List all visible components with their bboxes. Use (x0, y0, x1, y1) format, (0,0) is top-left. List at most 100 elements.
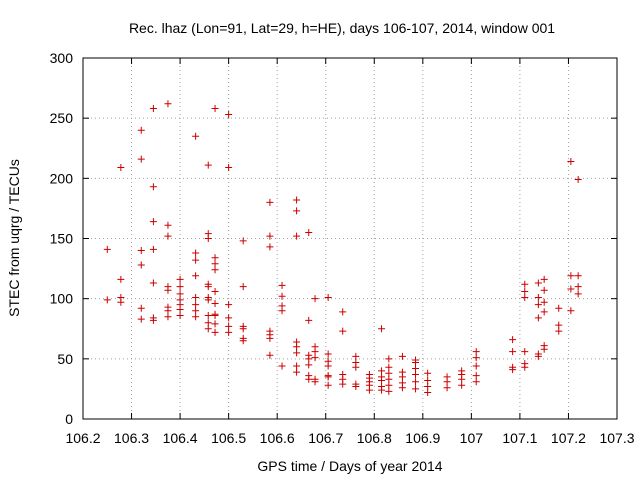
data-point (266, 198, 274, 206)
data-point (164, 221, 172, 229)
data-point (225, 111, 233, 119)
data-point (311, 343, 319, 351)
data-point (239, 334, 247, 342)
data-point (424, 383, 432, 391)
data-point (540, 286, 548, 294)
data-point (378, 367, 386, 375)
y-tick-label: 100 (50, 291, 74, 307)
data-point (412, 385, 420, 393)
x-tick-label: 106.5 (211, 430, 246, 446)
data-point (211, 320, 219, 328)
data-point (164, 313, 172, 321)
data-point (521, 360, 529, 368)
x-axis-label: GPS time / Days of year 2014 (257, 458, 442, 474)
data-point (398, 352, 406, 360)
data-point (534, 301, 542, 309)
data-point (385, 381, 393, 389)
data-point (339, 370, 347, 378)
data-point (137, 304, 145, 312)
data-point (521, 348, 529, 356)
data-point (192, 249, 200, 257)
data-point (211, 254, 219, 262)
data-point (211, 287, 219, 295)
data-point (378, 373, 386, 381)
data-point (225, 322, 233, 330)
data-point (574, 283, 582, 291)
data-point (225, 328, 233, 336)
grid-lines (83, 58, 617, 419)
data-point (293, 207, 301, 215)
data-point (211, 328, 219, 336)
data-point (509, 336, 517, 344)
data-point (555, 327, 563, 335)
data-point (192, 293, 200, 301)
data-point (211, 105, 219, 113)
data-point (540, 308, 548, 316)
data-point (305, 361, 313, 369)
data-point (192, 132, 200, 140)
y-tick-label: 50 (57, 351, 73, 367)
y-tick-label: 250 (50, 110, 74, 126)
data-point (204, 293, 212, 301)
data-point (311, 295, 319, 303)
data-point (225, 164, 233, 172)
data-point (103, 296, 111, 304)
data-point (534, 350, 542, 358)
data-point (278, 281, 286, 289)
data-point (412, 364, 420, 372)
x-tick-label: 107.3 (599, 430, 634, 446)
data-point (385, 387, 393, 395)
data-point (176, 312, 184, 320)
data-point (293, 362, 301, 370)
data-point (385, 369, 393, 377)
data-point (412, 356, 420, 364)
data-point (365, 370, 373, 378)
data-point (164, 232, 172, 240)
data-point (567, 157, 575, 165)
data-point (458, 367, 466, 375)
data-point (176, 290, 184, 298)
data-point (412, 378, 420, 386)
data-point (225, 314, 233, 322)
data-point (352, 358, 360, 366)
data-point (378, 325, 386, 333)
data-point (293, 338, 301, 346)
data-point (385, 375, 393, 383)
data-point (293, 196, 301, 204)
data-point (204, 319, 212, 327)
data-point (149, 183, 157, 191)
data-point (555, 321, 563, 329)
data-point (239, 283, 247, 291)
data-point (398, 379, 406, 387)
data-point (293, 368, 301, 376)
data-point (385, 363, 393, 371)
data-point (149, 314, 157, 322)
data-point (574, 272, 582, 280)
data-point (521, 293, 529, 301)
data-point (117, 164, 125, 172)
axis-ticks: 106.2 106.3 106.4 106.5 106.6 106.7 106.8 106.9… (50, 50, 635, 446)
data-point (176, 296, 184, 304)
data-point (192, 307, 200, 315)
y-tick-label: 200 (50, 170, 74, 186)
data-point (266, 232, 274, 240)
data-point (137, 247, 145, 255)
data-point (324, 293, 332, 301)
data-point (164, 283, 172, 291)
y-tick-label: 0 (65, 411, 73, 427)
data-point (164, 100, 172, 108)
data-point (117, 275, 125, 283)
data-point (117, 293, 125, 301)
data-point (192, 301, 200, 309)
data-point (149, 218, 157, 226)
data-point (458, 381, 466, 389)
data-point (540, 298, 548, 306)
data-point (567, 285, 575, 293)
data-point (352, 380, 360, 388)
chart-title: Rec. lhaz (Lon=91, Lat=29, h=HE), days 1… (129, 20, 555, 36)
data-point (137, 126, 145, 134)
data-point (424, 376, 432, 384)
data-point (385, 355, 393, 363)
x-tick-label: 106.8 (357, 430, 392, 446)
